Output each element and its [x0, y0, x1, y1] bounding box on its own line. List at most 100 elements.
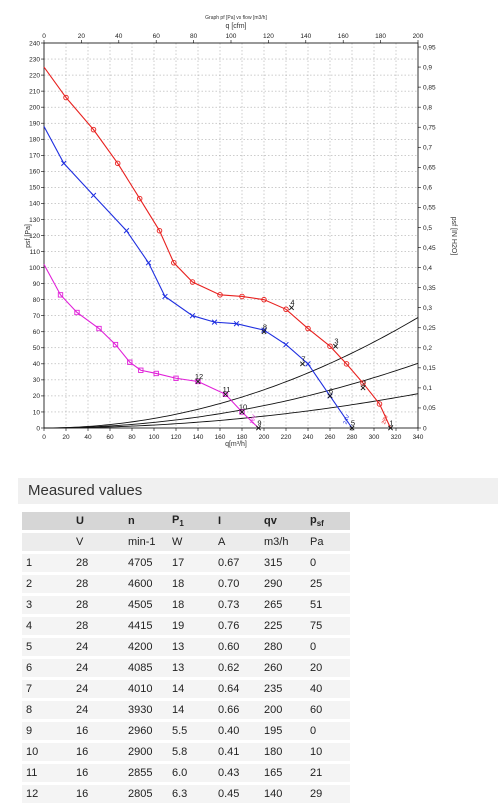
cell-pressure: 51: [306, 596, 350, 617]
x-tick-label: 320: [391, 434, 402, 441]
y-tick-label: 170: [29, 153, 40, 160]
cell-index: 7: [22, 680, 72, 701]
cell-index: 1: [22, 554, 72, 575]
operating-point-marker: [349, 425, 355, 431]
series-point: [211, 319, 218, 325]
cell-power: 14: [168, 680, 214, 701]
system-curve-line: [44, 393, 419, 429]
series-point: [127, 359, 133, 365]
y-tick-label: 50: [33, 345, 41, 352]
y2-tick-label: 0,5: [423, 225, 432, 232]
cell-airflow: 225: [260, 617, 306, 638]
y2-tick-label: 0: [423, 425, 427, 432]
series-point: [112, 341, 119, 348]
top-tick-label: 20: [78, 33, 86, 40]
series-point: [376, 401, 383, 407]
series-point: [173, 375, 179, 381]
cell-voltage: 28: [72, 596, 124, 617]
cell-pressure: 25: [306, 575, 350, 596]
y-tick-label: 150: [29, 185, 40, 192]
cell-pressure: 21: [306, 764, 350, 785]
series-point: [136, 195, 143, 202]
y-tick-label: 70: [33, 313, 41, 320]
y2-tick-label: 0,7: [423, 145, 432, 152]
cell-power: 13: [168, 638, 214, 659]
y2-tick-label: 0,8: [423, 104, 432, 111]
y2-tick-label: 0,55: [423, 205, 436, 212]
top-tick-label: 180: [375, 33, 386, 40]
table-row: 4 28 4415 19 0.76 225 75: [22, 617, 350, 638]
series-point: [261, 296, 267, 303]
y-tick-label: 110: [30, 249, 41, 256]
y-tick-label: 60: [33, 329, 41, 336]
cell-index: 6: [22, 659, 72, 680]
x-axis-label: q[m³/h]: [225, 441, 247, 448]
cell-speed: 3930: [124, 701, 168, 722]
table-row: 12 16 2805 6.3 0.45 140 29: [22, 785, 350, 806]
cell-power: 18: [168, 575, 214, 596]
cell-current: 0.62: [214, 659, 260, 680]
y-tick-label: 30: [33, 377, 41, 384]
series-point: [114, 160, 121, 167]
y-tick-label: 80: [33, 297, 41, 304]
cell-airflow: 290: [260, 575, 306, 596]
unit-speed: min-1: [124, 533, 168, 554]
series-point: [90, 192, 97, 199]
x-tick-label: 80: [128, 434, 136, 441]
cell-speed: 4010: [124, 680, 168, 701]
cell-current: 0.66: [214, 701, 260, 722]
operating-point-label: 2: [362, 378, 366, 387]
cell-voltage: 24: [72, 701, 124, 722]
table-row: 10 16 2900 5.8 0.41 180 10: [22, 743, 350, 764]
cell-current: 0.45: [214, 785, 260, 806]
unit-airflow: m3/h: [260, 533, 306, 554]
y-tick-label: 140: [29, 201, 40, 208]
y-tick-label: 120: [29, 233, 40, 240]
x-tick-label: 40: [84, 434, 92, 441]
cell-power: 19: [168, 617, 214, 638]
operating-point-label: 4: [290, 298, 294, 307]
x-tick-label: 20: [62, 434, 70, 441]
x-tick-label: 200: [259, 434, 270, 441]
y2-tick-label: 0,9: [423, 64, 432, 71]
y2-tick-label: 0,1: [423, 385, 432, 392]
cell-index: 9: [22, 722, 72, 743]
series-point: [171, 260, 177, 266]
operating-point-marker: [327, 393, 333, 399]
cell-voltage: 24: [72, 680, 124, 701]
series-point: [327, 343, 333, 349]
cell-power: 6.3: [168, 785, 214, 806]
y2-tick-label: 0,25: [423, 325, 436, 332]
cell-current: 0.70: [214, 575, 260, 596]
y-tick-label: 90: [33, 281, 41, 288]
header-airflow: qv: [260, 512, 306, 533]
chart-title: Graph pf [Pa] vs flow [m3/h]: [205, 15, 267, 21]
operating-point-marker: [222, 391, 229, 397]
y2-tick-label: 0,6: [423, 185, 432, 192]
cell-voltage: 24: [72, 659, 124, 680]
series-voltage-label: 28V: [381, 414, 390, 426]
y2-tick-label: 0,2: [423, 345, 432, 352]
cell-airflow: 280: [260, 638, 306, 659]
top-tick-label: 100: [226, 33, 237, 40]
series-point: [61, 160, 67, 167]
measured-values-table: U n P1 I qv psf V min-1 W A m3/h Pa 1 28 4…: [22, 512, 350, 806]
operating-point-marker: [299, 361, 306, 367]
series-point: [233, 320, 240, 327]
cell-current: 0.76: [214, 617, 260, 638]
cell-pressure: 0: [306, 722, 350, 743]
y2-tick-label: 0,85: [423, 84, 436, 91]
series-point: [239, 409, 245, 415]
operating-point-label: 10: [239, 402, 247, 411]
top-tick-label: 60: [153, 33, 161, 40]
top-axis-label: q [cfm]: [225, 23, 246, 30]
cell-pressure: 10: [306, 743, 350, 764]
operating-point-marker: [255, 425, 262, 431]
table-units-row: V min-1 W A m3/h Pa: [22, 533, 350, 554]
y-tick-label: 220: [29, 72, 40, 79]
series-point: [145, 260, 152, 266]
series-voltage-label: 16V: [249, 414, 258, 426]
cell-airflow: 315: [260, 554, 306, 575]
cell-index: 10: [22, 743, 72, 764]
y-tick-label: 200: [29, 104, 40, 111]
